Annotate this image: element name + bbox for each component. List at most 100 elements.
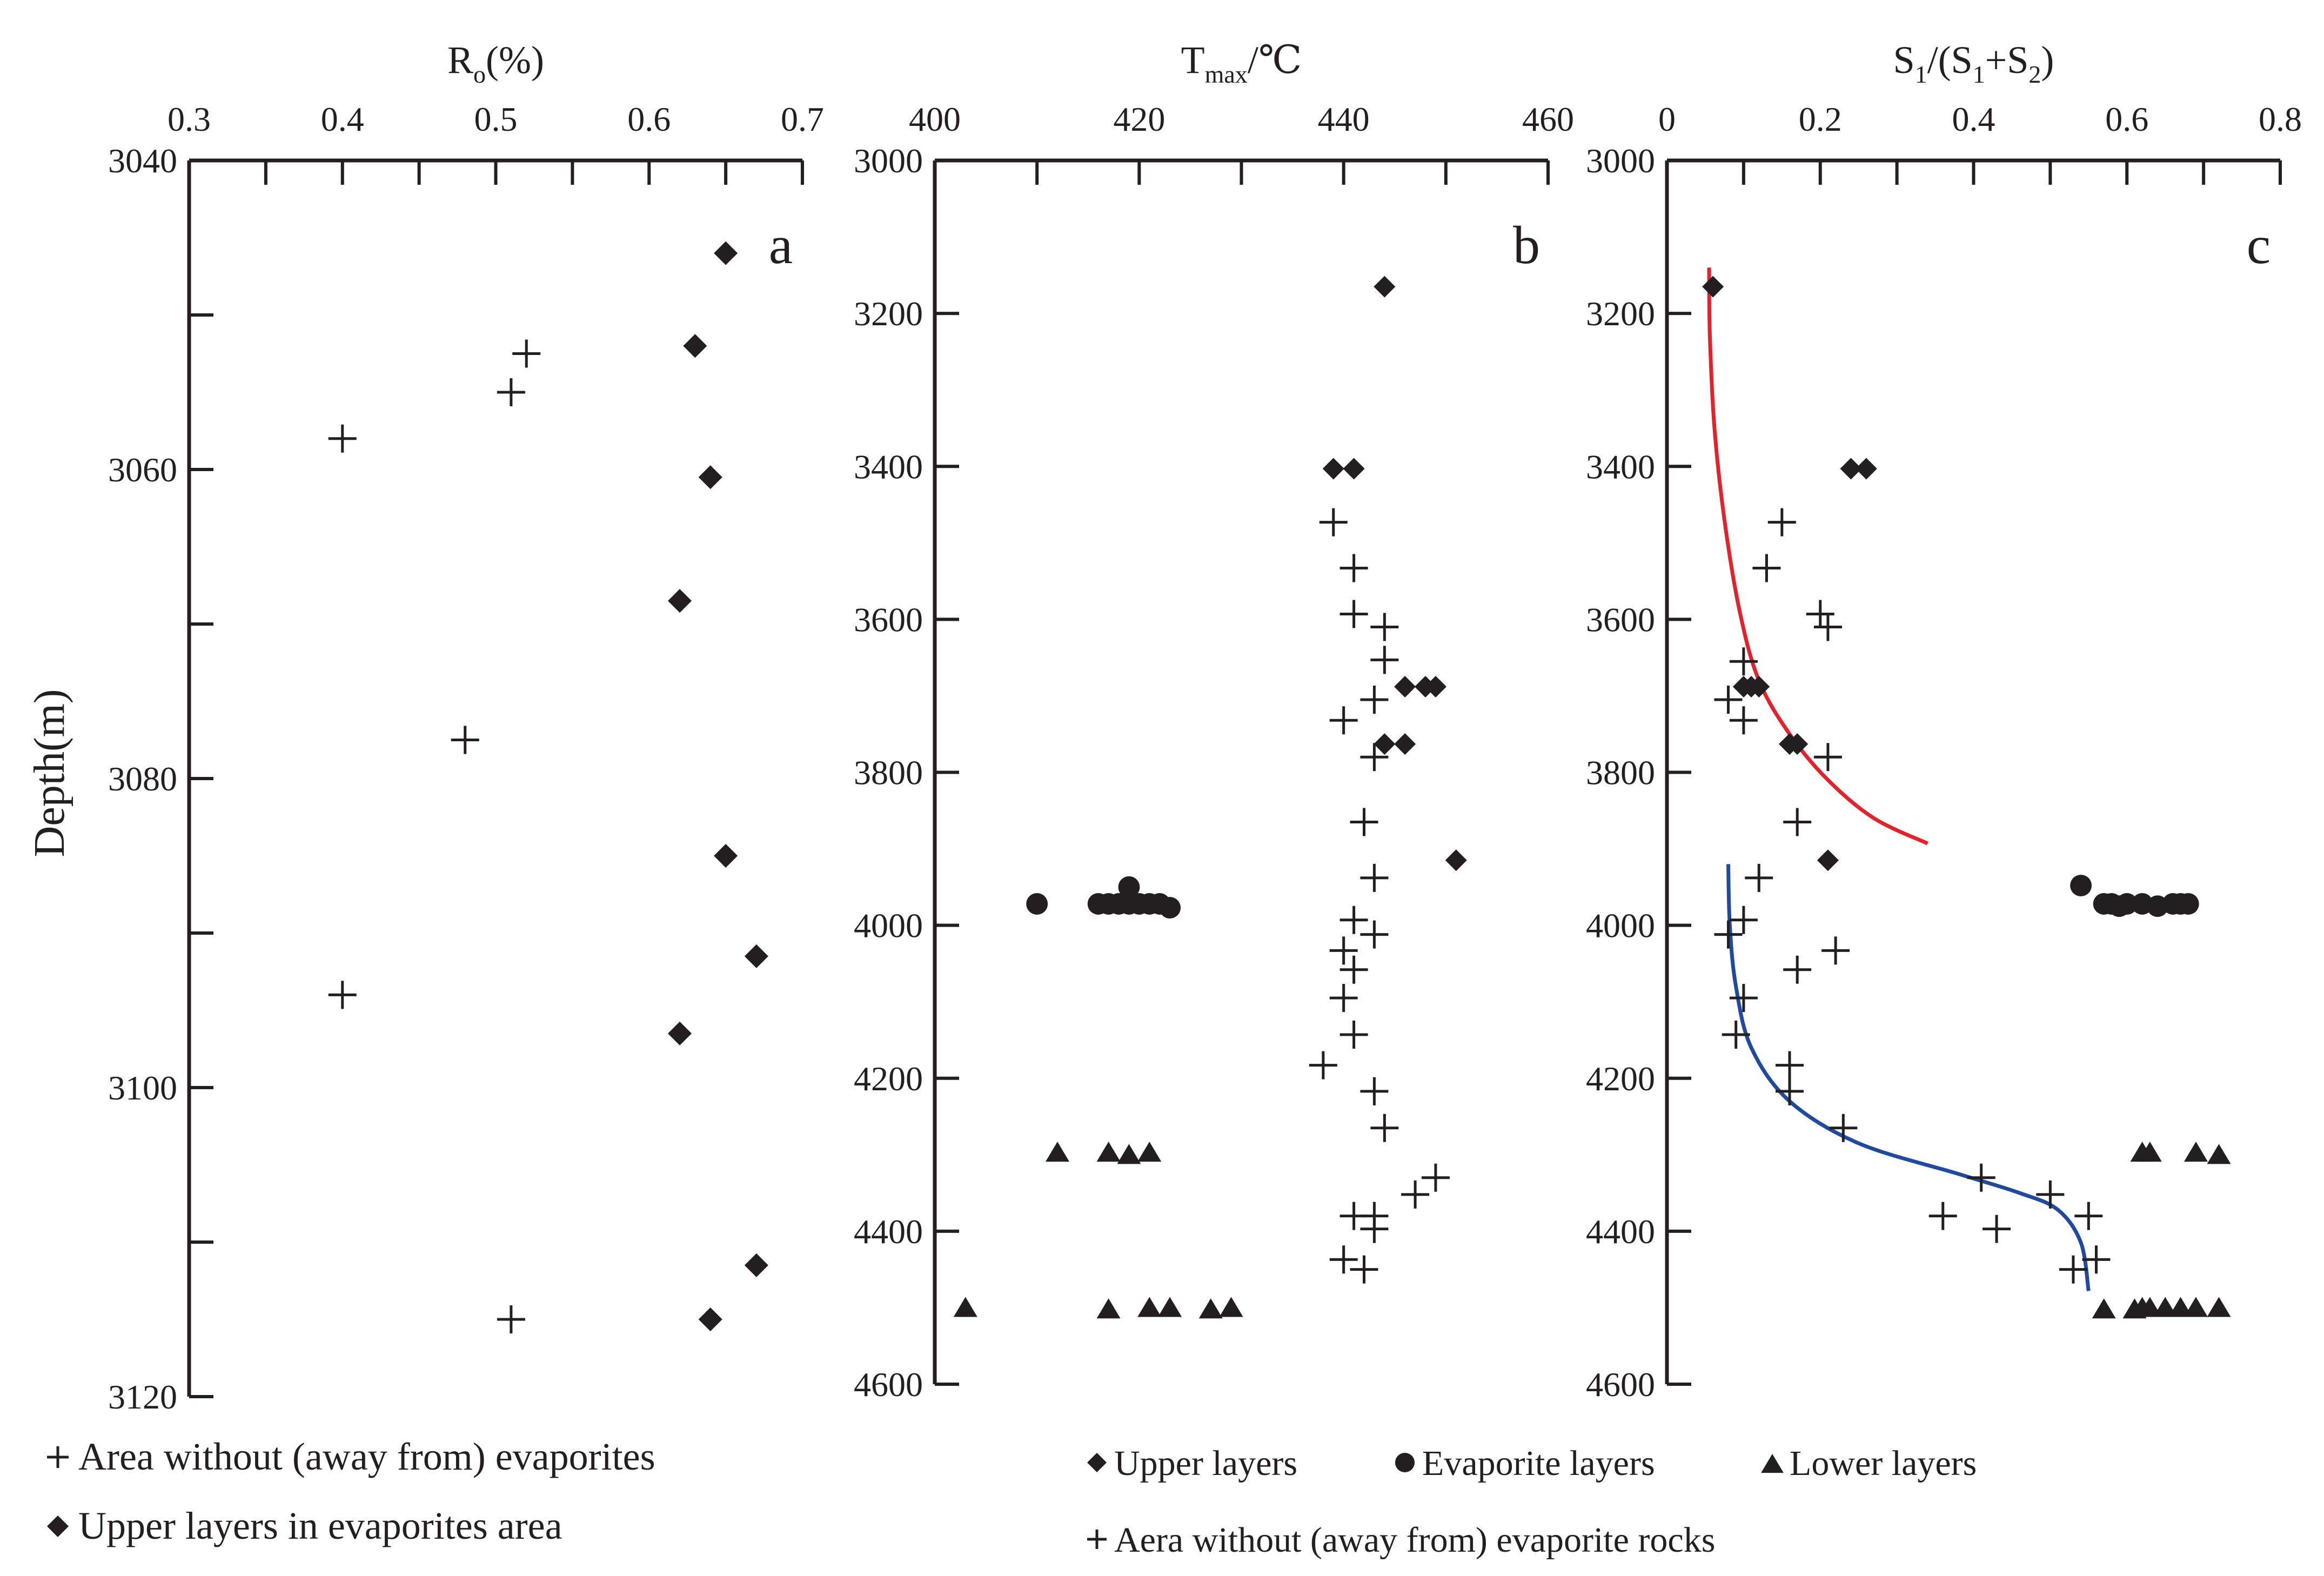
data-point-plus <box>1806 600 1834 628</box>
data-point-plus <box>1829 1114 1858 1142</box>
data-point-plus <box>451 726 479 754</box>
data-point-plus <box>1360 1215 1389 1243</box>
data-point-plus <box>1752 554 1781 582</box>
legend-diamond-icon <box>47 1515 69 1537</box>
series-circle <box>2070 875 2199 917</box>
y-tick-label: 4000 <box>1586 907 1655 945</box>
legend-plus-icon <box>47 1446 69 1468</box>
y-tick-label: 3000 <box>854 142 923 180</box>
panel-a: 0.3 0.4 0.5 0.6 0.7 3040 3060 3080 3100 3120 Ro(%)… <box>26 38 824 1416</box>
data-point-diamond <box>744 1253 768 1277</box>
axis-title: S1/(S1+S2) <box>1893 38 2054 88</box>
legend-circle-icon <box>1395 1452 1415 1473</box>
x-tick-label: 440 <box>1318 100 1370 138</box>
data-point-diamond <box>714 241 738 265</box>
data-point-diamond <box>683 334 707 358</box>
data-point-diamond <box>668 1021 692 1045</box>
data-point-plus <box>1783 955 1812 984</box>
data-point-triangle <box>2184 1142 2208 1162</box>
data-point-plus <box>1360 1077 1389 1105</box>
data-point-plus <box>1729 706 1758 735</box>
data-point-plus <box>1350 1255 1378 1284</box>
series-plus <box>1714 508 2111 1284</box>
series-plus <box>1309 508 1450 1284</box>
legend-triangle-icon <box>1761 1454 1784 1473</box>
data-point-plus <box>1401 1180 1430 1209</box>
x-tick-label: 0.4 <box>321 100 364 138</box>
panel-b: 400 420 440 460 3000 3200 3400 3600 3800 4000 4200… <box>854 38 1574 1404</box>
legend-bc-label-upper: Upper layers <box>1114 1444 1297 1483</box>
data-point-plus <box>1421 1163 1450 1192</box>
legend-a: Area without (away from) evaporites Uppe… <box>47 1435 655 1547</box>
legend-plus-icon <box>47 1446 69 1468</box>
data-point-diamond <box>744 944 768 968</box>
data-point-triangle <box>1096 1142 1121 1162</box>
data-point-plus <box>497 1305 525 1333</box>
data-point-plus <box>1340 600 1368 628</box>
x-tick-label: 0.2 <box>1799 100 1842 138</box>
data-point-plus <box>2074 1202 2103 1230</box>
series-diamond <box>1702 276 1877 871</box>
data-point-diamond <box>1394 675 1416 698</box>
data-point-diamond <box>698 465 722 489</box>
series-diamond <box>668 241 768 1331</box>
data-point-diamond <box>1374 733 1396 755</box>
y-tick-label: 3200 <box>1586 294 1655 333</box>
data-point-plus <box>1776 1051 1804 1079</box>
data-point-diamond <box>1394 733 1416 755</box>
series-diamond <box>1322 276 1467 871</box>
data-point-diamond <box>1702 276 1724 298</box>
data-point-circle <box>1159 897 1181 919</box>
data-point-plus <box>1340 906 1368 934</box>
legend-plus-icon <box>1087 1530 1107 1549</box>
legend-bc-label-evaporite: Evaporite layers <box>1422 1444 1655 1483</box>
data-point-plus <box>1967 1163 1995 1192</box>
data-point-plus <box>1319 508 1348 536</box>
data-point-diamond <box>1786 733 1809 755</box>
data-point-diamond <box>668 589 692 613</box>
data-point-plus <box>1983 1215 2011 1243</box>
x-tick-label: 0.5 <box>474 100 518 138</box>
y-tick-label: 3800 <box>1586 754 1655 792</box>
data-point-diamond <box>1748 675 1770 698</box>
y-tick-label: 3060 <box>108 451 177 489</box>
y-tick-label: 3080 <box>108 760 177 798</box>
legend-triangle-icon <box>1761 1454 1784 1473</box>
data-point-plus <box>1360 920 1389 949</box>
trend-line <box>1707 267 1928 846</box>
panel-letter: c <box>2247 215 2271 275</box>
data-point-circle <box>2116 893 2138 915</box>
data-point-plus <box>328 981 357 1009</box>
axis-title: Tmax/℃ <box>1181 38 1302 88</box>
data-point-plus <box>1928 1202 1957 1230</box>
data-point-triangle <box>2153 1297 2178 1317</box>
data-point-plus <box>497 378 525 406</box>
legend-bc-label-lower: Lower layers <box>1790 1444 1977 1483</box>
data-point-plus <box>1813 743 1842 772</box>
data-point-plus <box>1329 1245 1358 1274</box>
legend-diamond-icon <box>1087 1453 1107 1472</box>
data-point-plus <box>1776 1077 1804 1105</box>
data-point-plus <box>1370 1114 1399 1142</box>
data-point-plus <box>1714 686 1743 714</box>
data-point-plus <box>2082 1245 2111 1274</box>
data-point-triangle <box>1219 1297 1243 1317</box>
x-tick-label: 0.7 <box>781 100 824 138</box>
legend-diamond-icon <box>1087 1453 1107 1472</box>
legend-bc: Upper layers Evaporite layers Lower laye… <box>1087 1444 1977 1560</box>
y-tick-label: 3400 <box>1586 447 1655 486</box>
data-point-plus <box>512 339 541 368</box>
legend-diamond-icon <box>47 1515 69 1537</box>
data-point-plus <box>1360 863 1389 892</box>
series-circle <box>1026 876 1181 919</box>
data-point-diamond <box>1343 458 1365 480</box>
data-point-plus <box>1821 936 1850 965</box>
data-point-circle <box>2177 893 2199 915</box>
data-point-plus <box>1729 906 1758 934</box>
data-point-triangle <box>1158 1297 1182 1317</box>
data-point-plus <box>2059 1255 2087 1284</box>
data-point-triangle <box>2168 1297 2193 1317</box>
data-point-plus <box>1309 1051 1337 1079</box>
y-axis-title: Depth(m) <box>26 689 73 857</box>
data-point-plus <box>328 424 357 453</box>
